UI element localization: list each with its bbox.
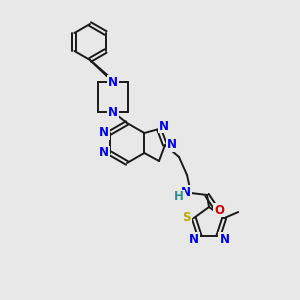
Text: N: N (159, 119, 169, 133)
Text: N: N (189, 233, 199, 246)
Text: N: N (167, 139, 177, 152)
Text: N: N (99, 127, 109, 140)
Text: N: N (99, 146, 109, 160)
Text: H: H (174, 190, 184, 203)
Text: O: O (214, 203, 224, 217)
Text: N: N (108, 76, 118, 88)
Text: S: S (182, 211, 191, 224)
Text: N: N (181, 185, 191, 199)
Text: N: N (108, 106, 118, 118)
Text: N: N (219, 233, 230, 246)
